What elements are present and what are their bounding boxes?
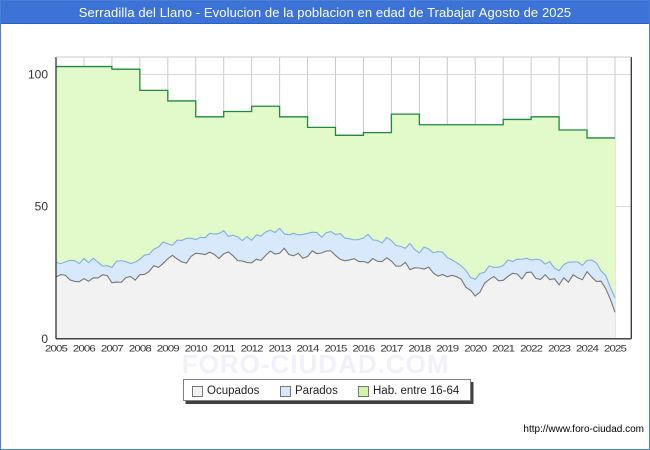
svg-text:2006: 2006: [73, 343, 96, 353]
svg-text:2021: 2021: [492, 343, 515, 353]
svg-text:50: 50: [35, 200, 49, 214]
svg-text:2023: 2023: [548, 343, 571, 353]
svg-text:2022: 2022: [520, 343, 543, 353]
svg-text:2024: 2024: [576, 343, 599, 353]
svg-text:FORO-CIUDAD.COM: FORO-CIUDAD.COM: [182, 349, 450, 379]
svg-text:2020: 2020: [464, 343, 487, 353]
svg-text:2007: 2007: [101, 343, 124, 353]
svg-text:2005: 2005: [45, 343, 68, 353]
svg-text:2008: 2008: [129, 343, 152, 353]
svg-text:2009: 2009: [157, 343, 180, 353]
svg-text:2025: 2025: [604, 343, 627, 353]
svg-text:100: 100: [28, 68, 48, 82]
